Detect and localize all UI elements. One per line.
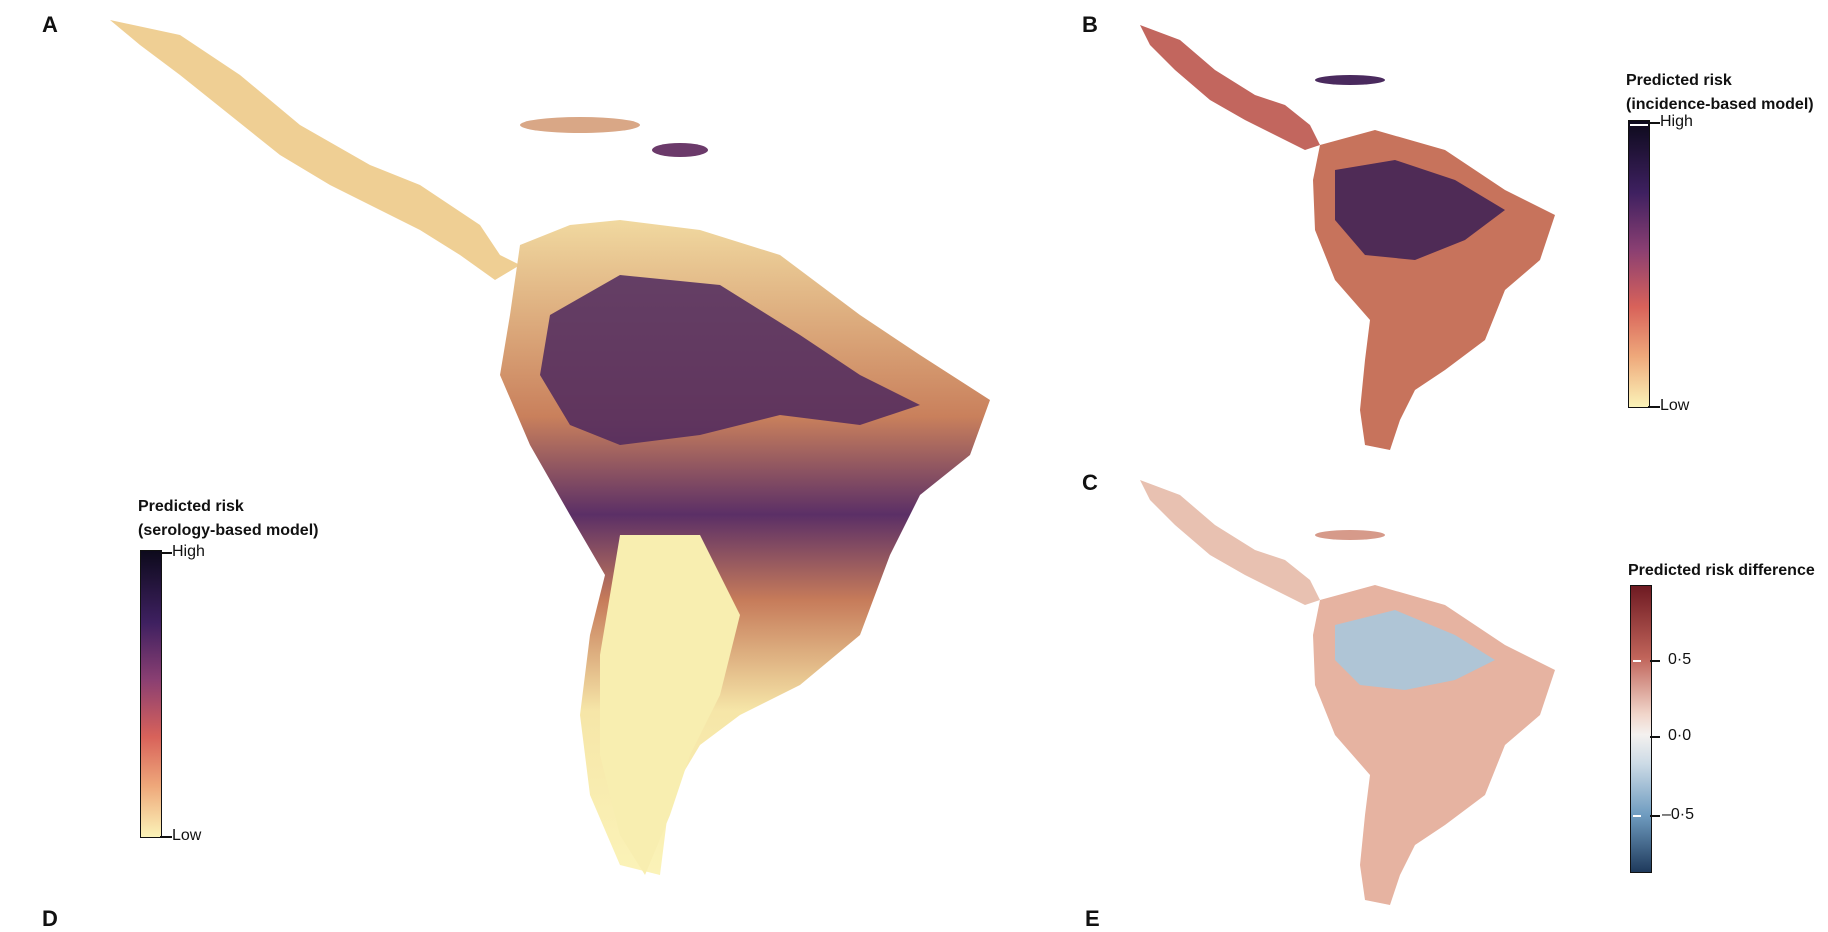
legend-incidence-white-tick [1630,124,1648,126]
legend-serology-high-tick [160,552,172,554]
map-c-caribbean [1315,530,1385,540]
map-b-caribbean [1315,75,1385,85]
legend-incidence-colorbar [1628,120,1650,408]
legend-incidence-title-1: Predicted risk [1626,72,1732,89]
legend-serology-title-2: (serology-based model) [138,522,319,539]
map-incidence-risk [1140,25,1555,450]
legend-difference-label-pos: 0·5 [1668,651,1692,668]
legend-incidence-high: High [1660,113,1693,130]
legend-difference-tick-zero [1650,736,1660,738]
legend-incidence-title-2: (incidence-based model) [1626,96,1814,113]
legend-difference-colorbar [1630,585,1652,873]
map-c-amazon-negative [1335,610,1495,690]
panel-label-d: D [42,906,58,931]
legend-serology-title-1: Predicted risk [138,498,244,515]
map-a-south-pale [600,535,740,875]
map-serology-risk [110,20,990,875]
legend-serology-colorbar [140,550,162,838]
map-a-amazon-core [540,275,920,445]
legend-serology-low-tick [160,836,172,838]
legend-difference-tick-pos [1650,660,1660,662]
map-risk-difference [1140,480,1555,905]
panel-label-b: B [1082,12,1098,37]
map-a-hispaniola [652,143,708,157]
map-b-central-america [1140,25,1320,150]
legend-serology-low: Low [172,827,202,844]
legend-difference-tick-mark-neg [1633,815,1641,817]
map-a-cuba [520,117,640,133]
legend-serology-high: High [172,543,205,560]
map-c-central-america [1140,480,1320,605]
map-b-amazon-core [1335,160,1505,260]
map-a-central-america [110,20,520,280]
legend-difference-label-zero: 0·0 [1668,727,1692,744]
panel-label-c: C [1082,470,1098,495]
legend-difference-tick-neg [1650,815,1660,817]
legend-difference-title: Predicted risk difference [1628,562,1815,579]
legend-difference-tick-mark-pos [1633,660,1641,662]
legend-incidence-high-tick [1648,122,1660,124]
legend-difference-label-neg: –0·5 [1662,806,1695,823]
panel-label-a: A [42,12,58,37]
panel-label-e: E [1085,906,1100,931]
legend-incidence-low: Low [1660,397,1690,414]
legend-incidence-low-tick [1648,406,1660,408]
